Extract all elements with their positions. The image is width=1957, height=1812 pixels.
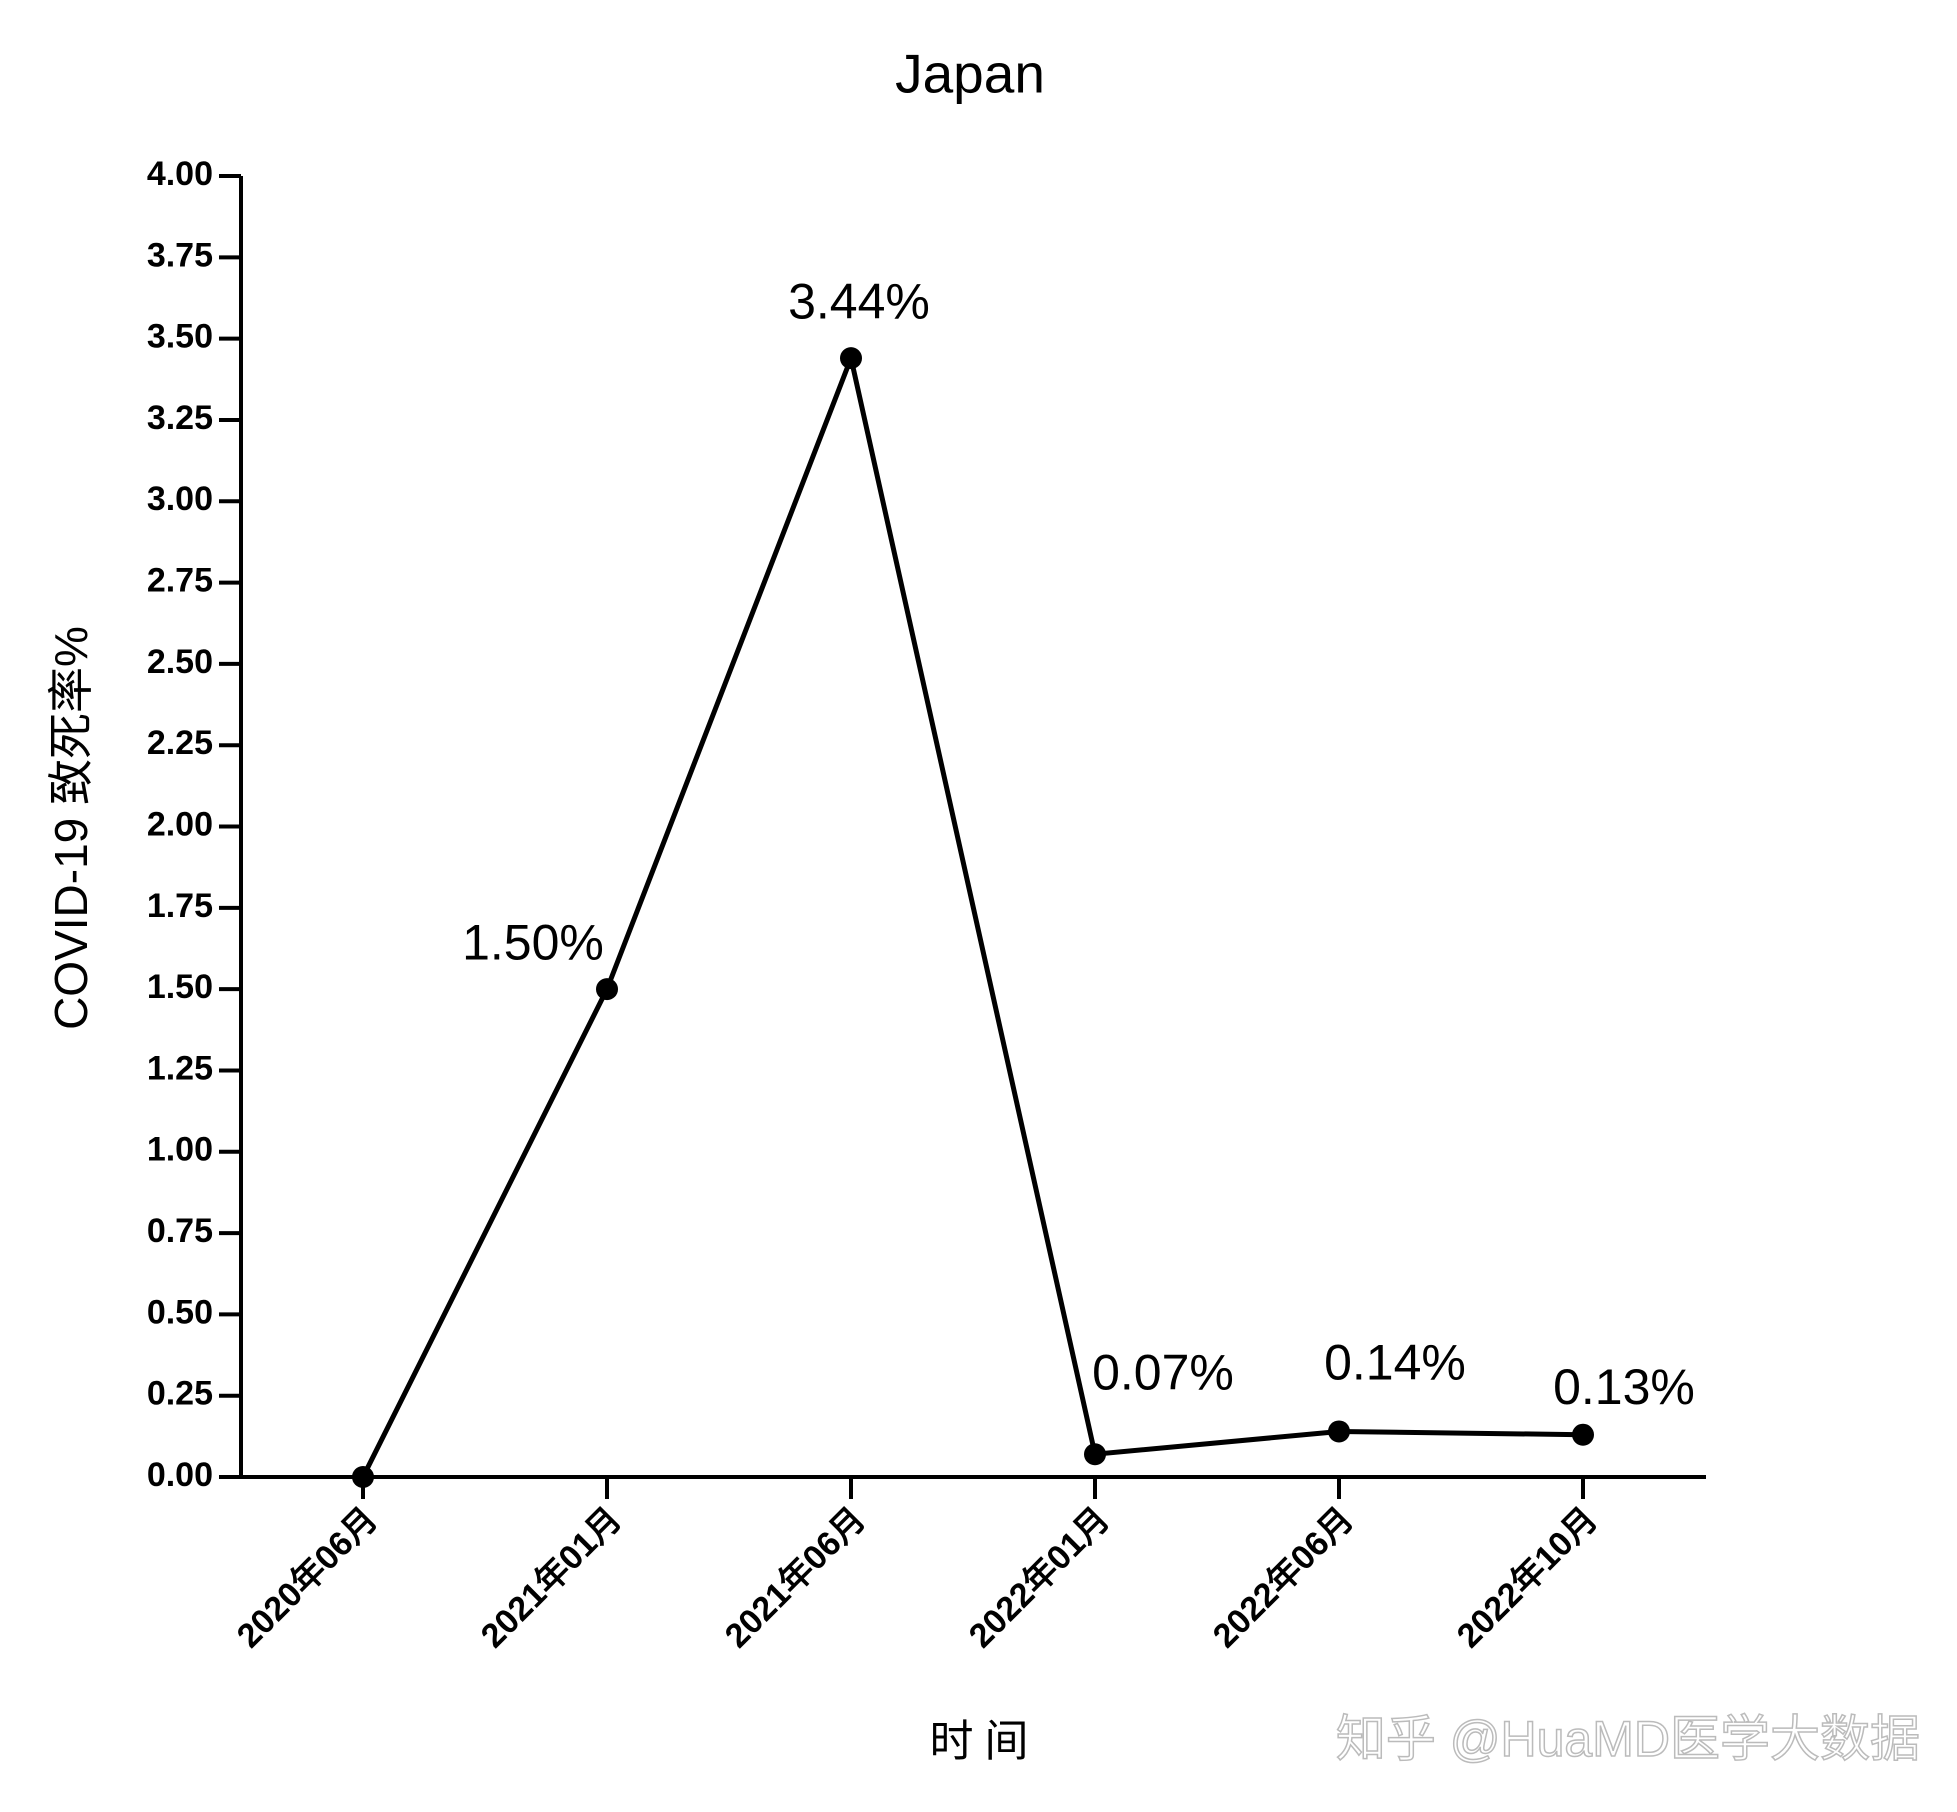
x-tick-label: 2022年01月 [962, 1500, 1117, 1655]
marker [352, 1466, 374, 1488]
y-tick-label: 1.25 [147, 1049, 213, 1087]
y-tick-label: 3.00 [147, 480, 213, 518]
y-axis-label: COVID-19 致死率% [45, 626, 97, 1030]
y-tick-label: 0.50 [147, 1293, 213, 1331]
y-tick-label: 3.75 [147, 236, 213, 274]
y-tick-label: 1.75 [147, 887, 213, 925]
x-axis-label: 时 间 [930, 1717, 1029, 1766]
y-tick-label: 2.00 [147, 805, 213, 843]
x-tick-label: 2021年06月 [718, 1500, 873, 1655]
line [360, 349, 1584, 1479]
x-tick-label: 2022年10月 [1450, 1500, 1605, 1655]
data-label: 0.13% [1553, 1359, 1695, 1415]
y-tick-label: 2.75 [147, 562, 213, 600]
x-tick-label: 2021年01月 [474, 1500, 629, 1655]
marker [840, 347, 862, 370]
y-tick-label: 0.25 [147, 1375, 213, 1413]
marker [1572, 1423, 1594, 1446]
watermark: 知乎 @HuaMD医学大数据 [1336, 1711, 1920, 1767]
y-tick-label: 1.00 [147, 1131, 213, 1169]
data-label: 0.07% [1092, 1344, 1234, 1400]
x-tick-label: 2020年06月 [230, 1500, 385, 1655]
x-tick-label: 2022年06月 [1206, 1500, 1361, 1655]
marker [1084, 1443, 1106, 1466]
y-tick-label: 3.50 [147, 318, 213, 356]
marker [596, 978, 618, 1001]
y-tick-label: 0.75 [147, 1212, 213, 1250]
chart-title: Japan [895, 43, 1045, 105]
y-tick-label: 1.50 [147, 968, 213, 1006]
y-tick-label: 3.25 [147, 399, 213, 437]
data-label: 1.50% [462, 914, 604, 970]
marker [1328, 1420, 1350, 1443]
y-tick-label: 4.00 [147, 155, 213, 193]
y-tick-label: 2.50 [147, 643, 213, 681]
y-tick-label: 0.00 [147, 1456, 213, 1494]
data-label: 0.14% [1324, 1335, 1466, 1391]
y-tick-label: 2.25 [147, 724, 213, 762]
data-label: 3.44% [788, 273, 930, 329]
